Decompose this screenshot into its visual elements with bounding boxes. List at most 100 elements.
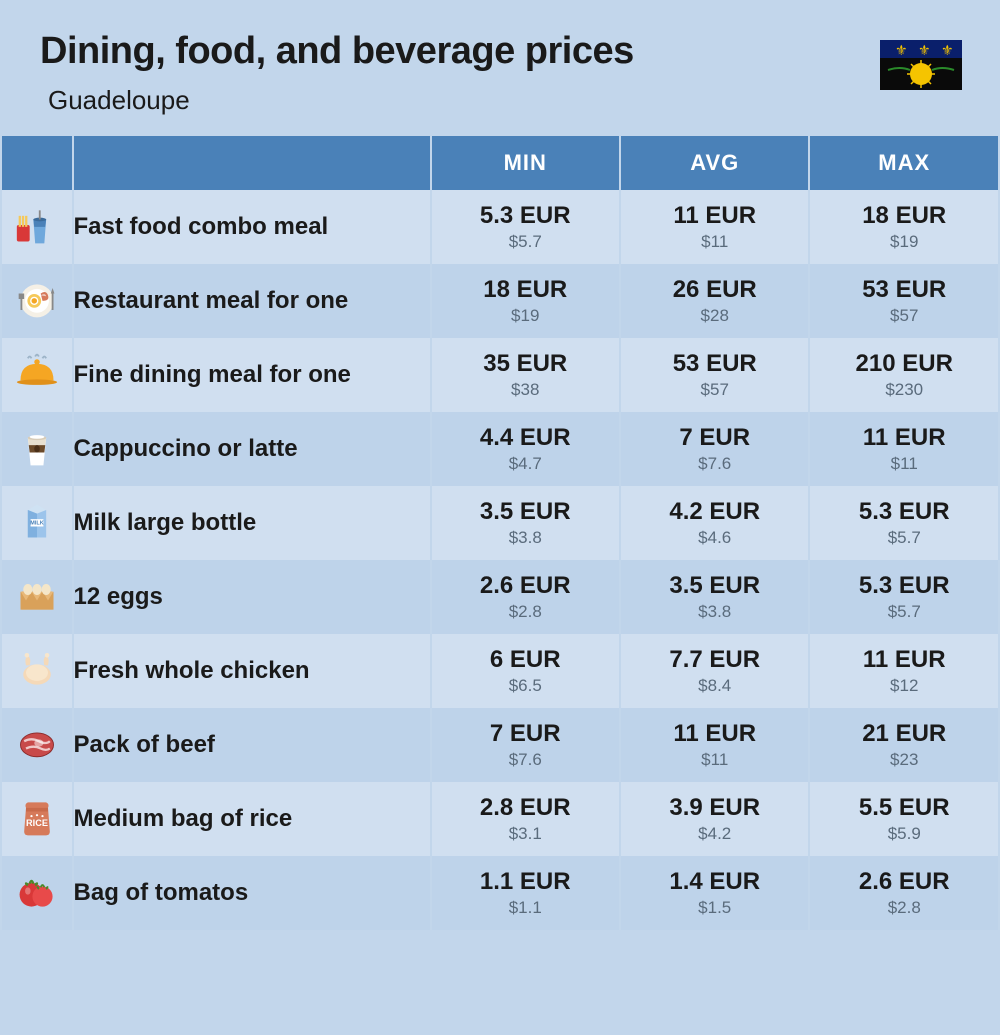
price-usd: $38: [432, 380, 619, 400]
price-eur: 11 EUR: [621, 202, 808, 230]
price-eur: 7.7 EUR: [621, 646, 808, 674]
item-label: Bag of tomatos: [74, 856, 430, 930]
price-eur: 1.4 EUR: [621, 868, 808, 896]
beef-icon: [2, 708, 72, 782]
price-min: 18 EUR $19: [432, 264, 619, 338]
price-min: 5.3 EUR $5.7: [432, 190, 619, 264]
price-max: 5.3 EUR $5.7: [810, 486, 998, 560]
price-usd: $4.7: [432, 454, 619, 474]
price-usd: $1.5: [621, 898, 808, 918]
price-usd: $7.6: [432, 750, 619, 770]
price-usd: $3.8: [621, 602, 808, 622]
price-eur: 7 EUR: [432, 720, 619, 748]
rice-icon: RICE: [2, 782, 72, 856]
price-usd: $7.6: [621, 454, 808, 474]
price-eur: 5.3 EUR: [432, 202, 619, 230]
price-usd: $5.7: [810, 602, 998, 622]
price-min: 4.4 EUR $4.7: [432, 412, 619, 486]
price-usd: $28: [621, 306, 808, 326]
page-subtitle: Guadeloupe: [48, 85, 960, 116]
item-label: Restaurant meal for one: [74, 264, 430, 338]
price-usd: $19: [432, 306, 619, 326]
price-min: 7 EUR $7.6: [432, 708, 619, 782]
price-eur: 21 EUR: [810, 720, 998, 748]
price-avg: 4.2 EUR $4.6: [621, 486, 808, 560]
table-row: Fine dining meal for one 35 EUR $38 53 E…: [2, 338, 998, 412]
price-eur: 4.2 EUR: [621, 498, 808, 526]
price-max: 210 EUR $230: [810, 338, 998, 412]
item-label: Fine dining meal for one: [74, 338, 430, 412]
price-usd: $2.8: [432, 602, 619, 622]
price-max: 5.5 EUR $5.9: [810, 782, 998, 856]
price-usd: $12: [810, 676, 998, 696]
price-avg: 1.4 EUR $1.5: [621, 856, 808, 930]
price-usd: $57: [810, 306, 998, 326]
price-eur: 35 EUR: [432, 350, 619, 378]
col-icon: [2, 136, 72, 190]
price-eur: 3.5 EUR: [621, 572, 808, 600]
table-row: Pack of beef 7 EUR $7.6 11 EUR $11 21 EU…: [2, 708, 998, 782]
milk-icon: MILK: [2, 486, 72, 560]
price-min: 6 EUR $6.5: [432, 634, 619, 708]
price-max: 53 EUR $57: [810, 264, 998, 338]
eggs-icon: [2, 560, 72, 634]
page-title: Dining, food, and beverage prices: [40, 30, 960, 73]
col-avg: AVG: [621, 136, 808, 190]
price-eur: 2.8 EUR: [432, 794, 619, 822]
price-usd: $6.5: [432, 676, 619, 696]
price-eur: 2.6 EUR: [810, 868, 998, 896]
coffee-icon: [2, 412, 72, 486]
price-max: 11 EUR $11: [810, 412, 998, 486]
plate-icon: [2, 264, 72, 338]
price-usd: $3.1: [432, 824, 619, 844]
table-header-row: MIN AVG MAX: [2, 136, 998, 190]
item-label: Fresh whole chicken: [74, 634, 430, 708]
price-eur: 210 EUR: [810, 350, 998, 378]
price-eur: 11 EUR: [810, 424, 998, 452]
price-eur: 3.9 EUR: [621, 794, 808, 822]
price-avg: 26 EUR $28: [621, 264, 808, 338]
col-max: MAX: [810, 136, 998, 190]
price-usd: $11: [621, 750, 808, 770]
price-max: 2.6 EUR $2.8: [810, 856, 998, 930]
price-avg: 11 EUR $11: [621, 708, 808, 782]
fastfood-icon: [2, 190, 72, 264]
chicken-icon: [2, 634, 72, 708]
price-min: 2.6 EUR $2.8: [432, 560, 619, 634]
price-avg: 53 EUR $57: [621, 338, 808, 412]
table-row: Cappuccino or latte 4.4 EUR $4.7 7 EUR $…: [2, 412, 998, 486]
price-eur: 53 EUR: [621, 350, 808, 378]
price-eur: 4.4 EUR: [432, 424, 619, 452]
table-row: Restaurant meal for one 18 EUR $19 26 EU…: [2, 264, 998, 338]
price-eur: 18 EUR: [432, 276, 619, 304]
table-row: 12 eggs 2.6 EUR $2.8 3.5 EUR $3.8 5.3 EU…: [2, 560, 998, 634]
col-min: MIN: [432, 136, 619, 190]
price-eur: 6 EUR: [432, 646, 619, 674]
price-avg: 3.5 EUR $3.8: [621, 560, 808, 634]
price-min: 35 EUR $38: [432, 338, 619, 412]
price-eur: 5.5 EUR: [810, 794, 998, 822]
price-min: 2.8 EUR $3.1: [432, 782, 619, 856]
price-eur: 7 EUR: [621, 424, 808, 452]
price-usd: $11: [621, 232, 808, 252]
price-eur: 18 EUR: [810, 202, 998, 230]
price-usd: $3.8: [432, 528, 619, 548]
item-label: Fast food combo meal: [74, 190, 430, 264]
price-eur: 2.6 EUR: [432, 572, 619, 600]
item-label: 12 eggs: [74, 560, 430, 634]
price-eur: 5.3 EUR: [810, 498, 998, 526]
tomato-icon: [2, 856, 72, 930]
flag-icon: ⚜ ⚜ ⚜: [880, 40, 962, 90]
price-usd: $57: [621, 380, 808, 400]
price-usd: $23: [810, 750, 998, 770]
table-row: MILK Milk large bottle 3.5 EUR $3.8 4.2 …: [2, 486, 998, 560]
table-row: Fresh whole chicken 6 EUR $6.5 7.7 EUR $…: [2, 634, 998, 708]
svg-text:⚜: ⚜: [918, 42, 931, 58]
price-eur: 11 EUR: [621, 720, 808, 748]
price-table: MIN AVG MAX Fast food combo meal 5.3 EUR…: [0, 136, 1000, 930]
item-label: Pack of beef: [74, 708, 430, 782]
price-usd: $2.8: [810, 898, 998, 918]
price-max: 18 EUR $19: [810, 190, 998, 264]
table-row: Fast food combo meal 5.3 EUR $5.7 11 EUR…: [2, 190, 998, 264]
price-eur: 11 EUR: [810, 646, 998, 674]
